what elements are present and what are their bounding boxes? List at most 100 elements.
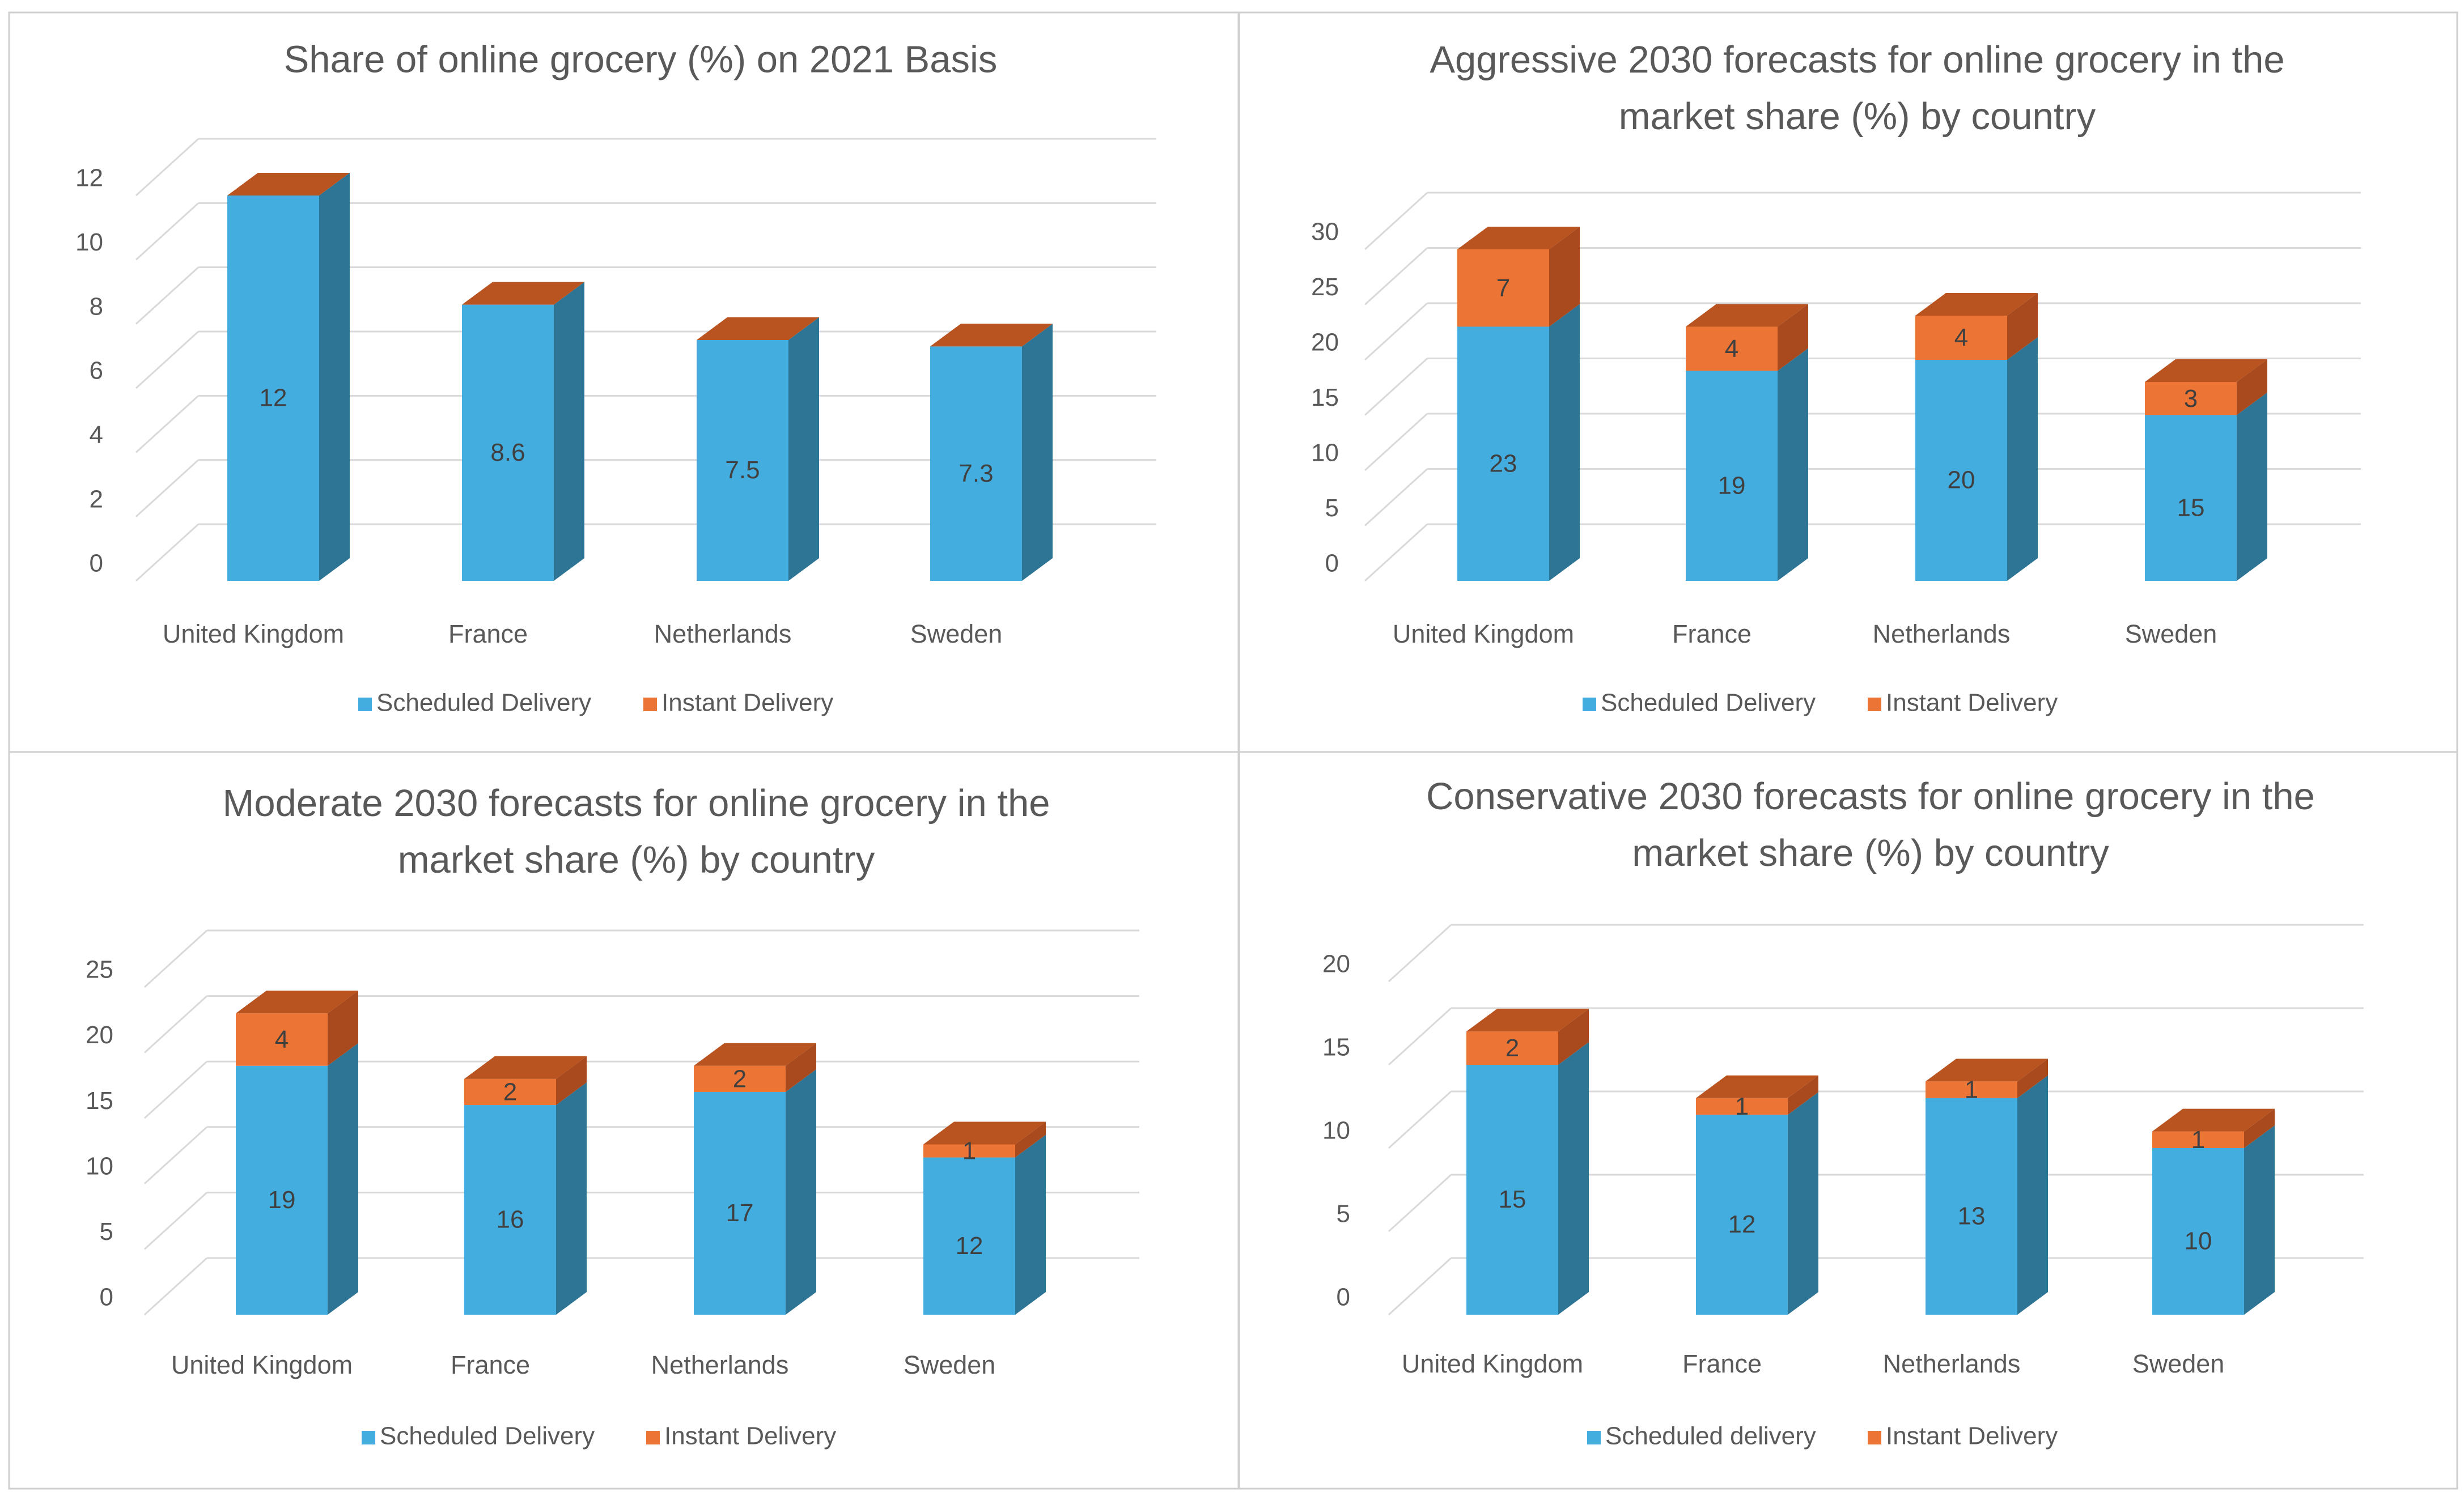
bar-top-cap: [1915, 293, 2038, 316]
data-label: 4: [1954, 324, 1968, 352]
y-tick-label: 5: [100, 1218, 113, 1246]
instant-bar-side: [328, 991, 358, 1066]
data-label: 16: [497, 1206, 524, 1234]
chart-title: Share of online grocery (%) on 2021 Basi…: [284, 39, 998, 81]
category-label: Netherlands: [1883, 1349, 2021, 1378]
legend-swatch: [358, 698, 372, 711]
legend-swatch: [646, 1431, 660, 1444]
y-tick-label: 10: [86, 1152, 113, 1180]
y-tick-label: 0: [1337, 1284, 1350, 1311]
y-tick-label: 2: [90, 485, 103, 513]
gridline: [1388, 1257, 1452, 1316]
y-tick-label: 0: [90, 550, 103, 577]
scheduled-bar-side: [554, 282, 584, 581]
y-tick-label: 20: [86, 1021, 113, 1049]
scheduled-bar: [464, 1105, 556, 1315]
instant-bar: [1686, 326, 1778, 371]
data-label: 10: [2185, 1227, 2212, 1255]
chart-title: Moderate 2030 forecasts for online groce…: [223, 782, 1050, 881]
instant-bar-side: [1778, 304, 1808, 371]
data-label: 4: [275, 1026, 289, 1053]
category-label: United Kingdom: [171, 1350, 353, 1379]
data-label: 12: [956, 1232, 983, 1260]
data-label: 2: [733, 1065, 747, 1093]
category-label: France: [1672, 619, 1751, 648]
gridline: [143, 1257, 208, 1316]
y-tick-label: 12: [75, 164, 103, 192]
y-tick-label: 15: [86, 1087, 113, 1115]
chart-title-line: market share (%) by country: [1619, 95, 2096, 138]
chart-title-line: Aggressive 2030 forecasts for online gro…: [1430, 39, 2284, 81]
instant-bar: [923, 1144, 1015, 1158]
gridline: [143, 1126, 208, 1184]
y-tick-label: 15: [1311, 384, 1339, 411]
category-label: United Kingdom: [163, 619, 344, 648]
y-tick-label: 20: [1311, 329, 1339, 356]
gridline: [1388, 1090, 1452, 1149]
legend-label: Instant Delivery: [664, 1422, 836, 1450]
bar-top-cap: [1926, 1059, 2048, 1082]
data-label: 17: [726, 1199, 754, 1227]
gridline: [1364, 413, 1428, 471]
y-tick-label: 15: [1322, 1034, 1350, 1061]
y-tick-label: 20: [1322, 950, 1350, 978]
data-label: 15: [1499, 1185, 1526, 1213]
gridline: [135, 138, 200, 197]
scheduled-bar-side: [2017, 1075, 2048, 1315]
scheduled-bar: [1696, 1115, 1788, 1315]
gridline: [1364, 247, 1428, 305]
data-label: 7.5: [725, 456, 760, 484]
y-tick-label: 8: [90, 292, 103, 320]
bar-top-cap: [1466, 1009, 1589, 1032]
legend-swatch: [1587, 1431, 1601, 1444]
gridline: [143, 929, 208, 988]
instant-bar: [1926, 1081, 2017, 1098]
category-label: France: [451, 1350, 530, 1379]
instant-bar: [694, 1065, 786, 1092]
category-label: Netherlands: [654, 619, 792, 648]
y-tick-label: 10: [75, 228, 103, 256]
data-label: 4: [1725, 335, 1738, 363]
gridline: [135, 523, 200, 582]
legend-swatch: [1583, 698, 1596, 711]
gridline: [143, 1061, 208, 1119]
scheduled-bar: [1686, 371, 1778, 581]
data-label: 3: [2184, 385, 2198, 413]
category-label: Sweden: [904, 1350, 996, 1379]
chart-title-line: market share (%) by country: [1632, 832, 2109, 874]
category-label: France: [448, 619, 528, 648]
scheduled-bar-side: [1788, 1092, 1818, 1315]
bar-top-cap: [694, 1043, 816, 1066]
bar-top-cap: [2152, 1108, 2275, 1132]
scheduled-bar-side: [2244, 1125, 2275, 1315]
data-label: 1: [1735, 1093, 1749, 1120]
data-label: 19: [268, 1186, 296, 1214]
bar-top-cap: [930, 324, 1053, 347]
gridline: [135, 202, 200, 261]
scheduled-bar-side: [1549, 304, 1580, 581]
data-label: 20: [1948, 466, 1975, 494]
y-tick-label: 25: [86, 956, 113, 984]
chart-panel-3: Moderate 2030 forecasts for online groce…: [86, 782, 1139, 1450]
data-label: 8.6: [490, 439, 525, 466]
instant-bar: [1457, 249, 1549, 327]
chart-panel-1: Share of online grocery (%) on 2021 Basi…: [75, 39, 1156, 717]
bar-top-cap: [2145, 359, 2267, 382]
data-label: 15: [2177, 494, 2205, 521]
category-label: United Kingdom: [1402, 1349, 1583, 1378]
scheduled-bar-side: [1015, 1134, 1046, 1315]
instant-bar: [236, 1013, 328, 1066]
chart-title-line: Conservative 2030 forecasts for online g…: [1426, 775, 2315, 818]
instant-bar: [1466, 1031, 1558, 1065]
gridline: [1388, 1007, 1452, 1066]
instant-bar: [1696, 1098, 1788, 1115]
data-label: 7.3: [959, 460, 993, 487]
scheduled-bar-side: [1022, 324, 1053, 581]
bar-top-cap: [923, 1121, 1046, 1145]
category-label: Sweden: [2125, 619, 2217, 648]
scheduled-bar: [1457, 326, 1549, 581]
chart-title-line: market share (%) by country: [398, 839, 875, 881]
scheduled-bar-side: [788, 317, 819, 581]
y-tick-label: 6: [90, 357, 103, 385]
